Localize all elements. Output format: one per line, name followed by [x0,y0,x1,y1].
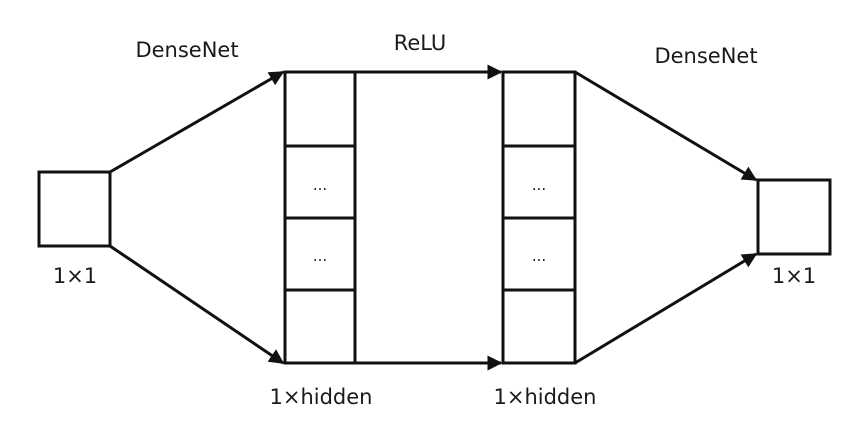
hidden-layer-1-label: 1×hidden [270,385,373,409]
hidden-layer-2: ... ... [501,70,577,365]
input-node-label: 1×1 [53,264,97,288]
hidden-layer-1-cell [283,288,357,365]
edge-input-to-hidden1-top [109,70,285,174]
edge-hidden2-to-output-top [574,70,758,182]
hidden-layer-2-ellipsis: ... [532,247,546,265]
hidden-layer-2-ellipsis: ... [532,176,546,194]
edge-input-to-hidden1-bottom [109,244,285,365]
input-node [37,170,112,248]
hidden-layer-1-cell [283,70,357,148]
output-node-label: 1×1 [772,264,816,288]
edge-label-right: DenseNet [654,44,757,68]
hidden-layer-2-cell [501,216,577,292]
hidden-layer-2-cell [501,288,577,365]
edge-label-left: DenseNet [135,38,238,62]
hidden-layer-2-label: 1×hidden [494,385,597,409]
edge-label-middle: ReLU [394,31,447,55]
hidden-layer-1-ellipsis: ... [313,247,327,265]
edge-hidden2-to-output-bottom [574,252,758,365]
output-node [756,178,832,256]
hidden-layer-1-ellipsis: ... [313,176,327,194]
hidden-layer-1: ... ... [283,70,357,365]
hidden-layer-2-cell [501,70,577,148]
